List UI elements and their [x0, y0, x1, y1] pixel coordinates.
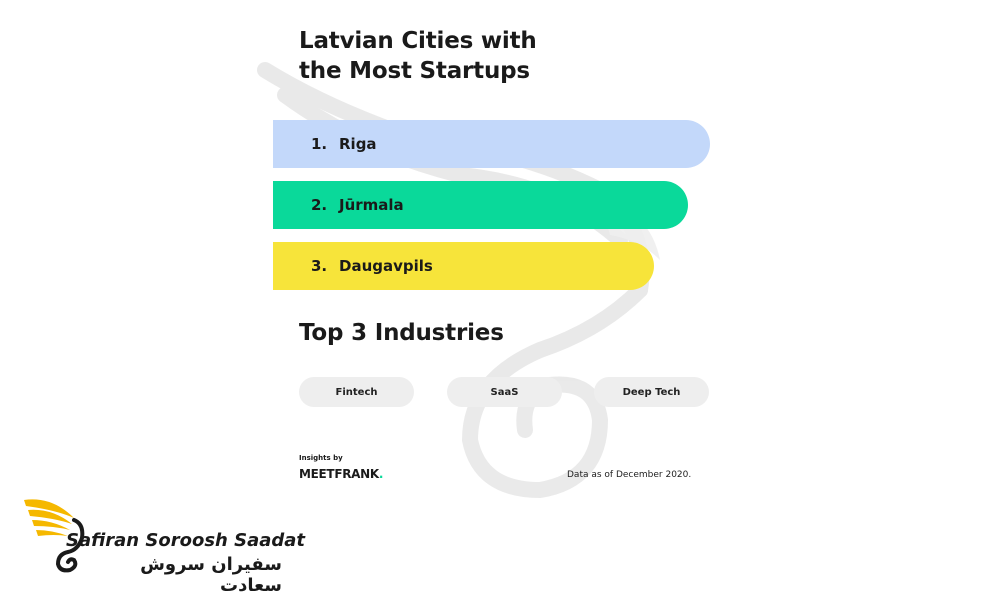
meetfrank-logo: MEETFRANK.	[299, 467, 383, 481]
meetfrank-dot: .	[378, 467, 384, 481]
city-bar-jurmala: 2. Jūrmala	[273, 181, 688, 229]
insights-by-label: Insights by	[299, 454, 343, 462]
city-rank: 2.	[311, 196, 328, 214]
meetfrank-wordmark: MEETFRANK	[299, 467, 379, 481]
swan-wings-logo-icon	[24, 499, 85, 573]
city-rank: 3.	[311, 257, 328, 275]
industry-pill-saas: SaaS	[447, 377, 562, 407]
city-name: Daugavpils	[339, 257, 433, 275]
city-bar-daugavpils: 3. Daugavpils	[273, 242, 654, 290]
title-line-1: Latvian Cities with	[299, 28, 537, 54]
brand-name-persian: سفیران سروش سعادت	[140, 554, 282, 596]
brand-name-english: Safiran Soroosh Saadat	[66, 530, 306, 551]
city-rank: 1.	[311, 135, 328, 153]
industry-pill-fintech: Fintech	[299, 377, 414, 407]
infographic-title: Latvian Cities with the Most Startups	[299, 26, 619, 86]
city-name: Riga	[339, 135, 377, 153]
industries-heading: Top 3 Industries	[299, 320, 504, 346]
data-date-note: Data as of December 2020.	[567, 470, 692, 480]
industry-pill-deep-tech: Deep Tech	[594, 377, 709, 407]
city-bar-riga: 1. Riga	[273, 120, 710, 168]
title-line-2: the Most Startups	[299, 58, 530, 84]
city-name: Jūrmala	[339, 196, 404, 214]
